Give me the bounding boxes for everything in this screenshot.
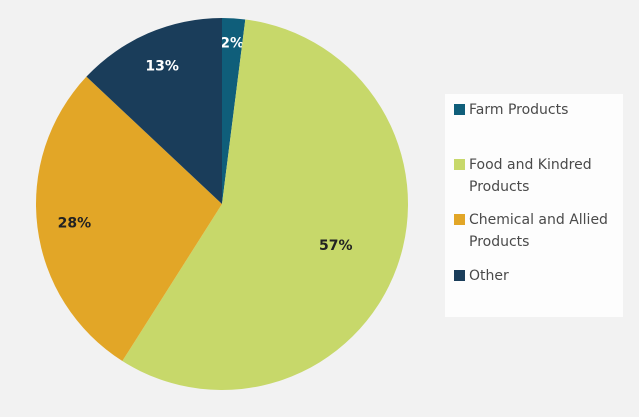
data-label: 13% xyxy=(145,59,179,75)
legend-item-food-and-kindred: Food and Kindred Products xyxy=(454,154,621,198)
data-label: 2% xyxy=(220,35,244,51)
legend-label: Farm Products xyxy=(469,102,569,118)
legend: Farm Products Food and Kindred Products … xyxy=(445,94,623,317)
pie-slice-chemical-and-allied-products xyxy=(35,76,222,362)
legend-swatch xyxy=(454,104,465,115)
legend-item-chemical-and-allied: Chemical and Allied Products xyxy=(454,209,621,253)
legend-label: Other xyxy=(469,268,509,284)
legend-label: Food and Kindred Products xyxy=(469,157,592,195)
pie-slice-other xyxy=(86,18,222,204)
legend-swatch xyxy=(454,214,465,225)
pie-slice-farm-products xyxy=(222,18,246,204)
data-label: 57% xyxy=(319,238,353,254)
legend-swatch xyxy=(454,270,465,281)
data-label: 28% xyxy=(58,216,92,232)
legend-swatch xyxy=(454,159,465,170)
pie-slice-food-and-kindred-products xyxy=(122,19,409,391)
legend-item-farm-products: Farm Products xyxy=(454,99,621,121)
legend-label: Chemical and Allied Products xyxy=(469,212,608,250)
legend-item-other: Other xyxy=(454,265,621,287)
